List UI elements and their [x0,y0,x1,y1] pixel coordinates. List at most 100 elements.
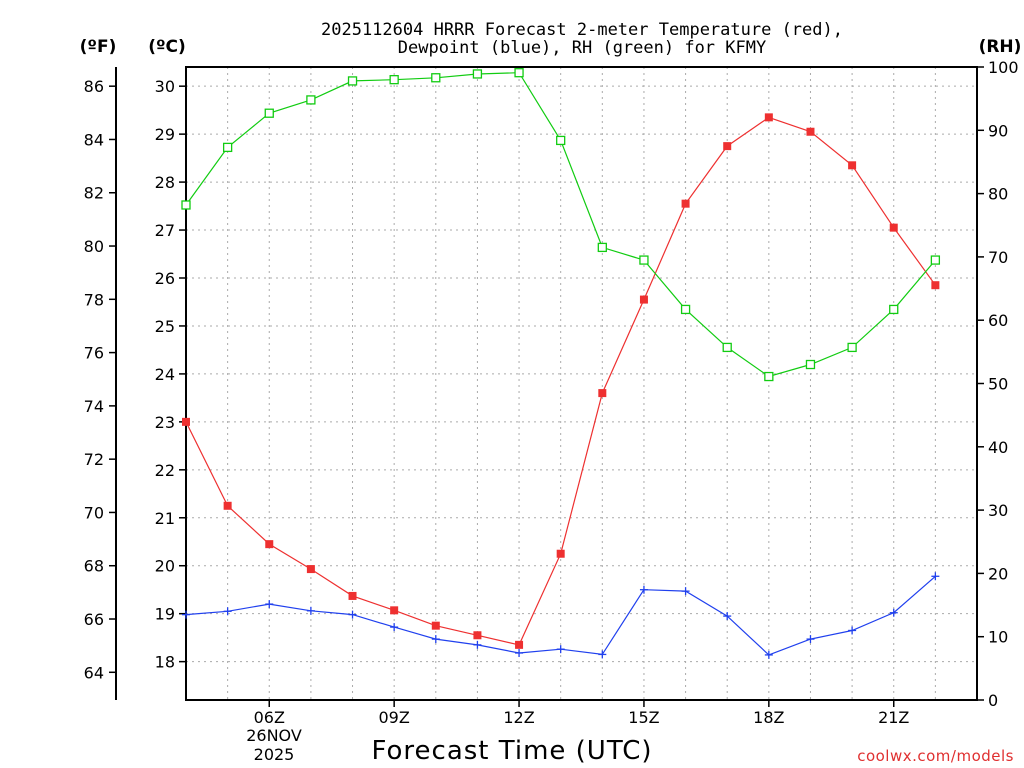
x-tick-label: 21Z [878,708,909,727]
rh-point [639,255,649,265]
temperature-point [639,295,648,304]
rh-point [722,342,732,353]
credit-label: coolwx.com/models [857,747,1014,765]
rh-point [222,142,233,153]
x-tick-label: 15Z [628,708,659,727]
fahrenheit-tick-label: 86 [84,77,104,96]
dewpoint-point [639,585,648,594]
dewpoint-point [723,612,732,621]
fahrenheit-tick-label: 84 [84,130,104,149]
dewpoint-point [265,600,274,609]
dewpoint-point [598,650,607,659]
celsius-tick-label: 18 [155,653,175,672]
fahrenheit-tick-label: 66 [84,610,104,629]
temperature-point [223,501,232,510]
fahrenheit-tick-label: 76 [84,344,104,363]
rh-tick-label: 20 [988,564,1008,583]
celsius-tick-label: 19 [155,605,175,624]
rh-tick-label: 100 [988,58,1019,77]
rh-point [556,135,566,146]
temperature-point [598,389,607,398]
celsius-tick-label: 23 [155,413,175,432]
fahrenheit-tick-label: 68 [84,557,104,576]
rh-point [472,69,483,79]
rh-tick-label: 0 [988,691,998,710]
fahrenheit-tick-label: 70 [84,503,104,522]
temperature-point [889,223,898,232]
celsius-tick-label: 24 [155,365,175,384]
dewpoint-point [182,610,190,619]
chart-title-line1: 2025112604 HRRR Forecast 2-meter Tempera… [321,20,843,40]
fahrenheit-tick-label: 74 [84,397,104,416]
chart-title-line2: Dewpoint (blue), RH (green) for KFMY [398,38,766,58]
rh-tick-label: 70 [988,248,1008,267]
temperature-point [473,631,482,640]
dewpoint-point [473,640,482,649]
celsius-tick-label: 27 [155,221,175,240]
rh-point [847,342,857,353]
celsius-tick-label: 20 [155,557,175,576]
temperature-point [723,142,732,151]
celsius-tick-label: 21 [155,509,175,528]
dewpoint-point [390,623,399,632]
fahrenheit-tick-label: 64 [84,663,104,682]
dewpoint-point [556,645,565,654]
temperature-point [681,199,690,208]
temperature-point [806,127,815,136]
date-year-label: 2025 [254,745,295,764]
rh-tick-label: 50 [988,375,1008,394]
fahrenheit-tick-label: 82 [84,184,104,203]
celsius-tick-label: 29 [155,125,175,144]
x-tick-label: 18Z [753,708,784,727]
rh-point [181,200,191,210]
series [181,68,941,659]
rh-unit-label: (RH) [979,37,1022,57]
rh-point [889,304,899,315]
rh-point [431,73,441,83]
temperature-point [515,640,524,649]
rh-point [805,359,816,370]
x-axis-title: Forecast Time (UTC) [371,736,652,766]
x-tick-label: 06Z [254,708,285,727]
rh-point [514,68,524,78]
dewpoint-point [431,635,440,644]
rh-tick-label: 10 [988,628,1008,647]
fahrenheit-unit-label: (ºF) [80,37,117,57]
temperature-point [182,417,190,426]
dewpoint-point [806,635,815,644]
temperature-point [931,281,940,290]
celsius-tick-label: 22 [155,461,175,480]
dewpoint-point [515,649,524,658]
rh-point [764,371,774,382]
rh-point [264,108,274,118]
rh-point [680,304,691,315]
dewpoint-point [848,626,857,635]
celsius-tick-label: 26 [155,269,175,288]
rh-tick-label: 90 [988,121,1008,140]
temperature-point [431,621,440,630]
dewpoint-point [223,607,232,616]
dewpoint-point [348,610,357,619]
date-day-label: 26NOV [246,726,302,745]
dewpoint-point [889,608,898,617]
rh-point [306,95,316,105]
dewpoint-point [764,650,773,659]
rh-tick-label: 60 [988,311,1008,330]
axes [109,66,984,707]
rh-tick-label: 80 [988,185,1008,204]
rh-tick-label: 30 [988,501,1008,520]
temperature-point [848,161,857,170]
rh-point [389,75,399,85]
fahrenheit-tick-label: 78 [84,290,104,309]
plot-frame [185,66,978,701]
rh-tick-label: 40 [988,438,1008,457]
temperature-point [265,540,274,549]
rh-point [930,255,941,265]
celsius-tick-label: 30 [155,77,175,96]
celsius-unit-label: (ºC) [148,37,186,57]
temperature-point [556,549,565,558]
celsius-tick-label: 25 [155,317,175,336]
rh-point [597,242,607,253]
fahrenheit-tick-label: 80 [84,237,104,256]
